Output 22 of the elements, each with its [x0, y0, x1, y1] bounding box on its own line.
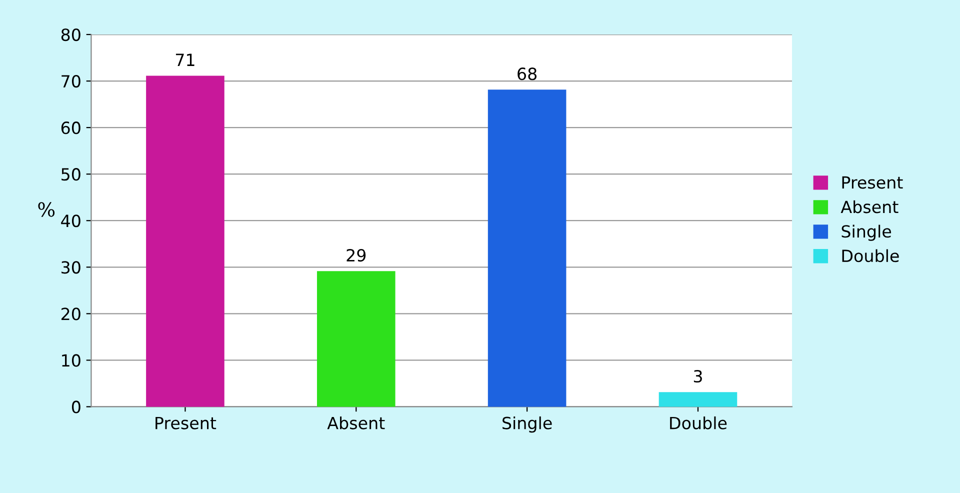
data-label: 3	[694, 370, 702, 383]
legend-label: Present	[842, 176, 903, 189]
y-tick-label: 50	[62, 168, 80, 181]
y-tick-label: 60	[61, 122, 80, 134]
y-tick-label: 10	[62, 354, 80, 367]
y-tick-label: 40	[61, 214, 80, 228]
data-label: 29	[346, 248, 366, 262]
y-tick-label: 0	[72, 400, 80, 414]
y-tick-label: 30	[62, 261, 80, 274]
x-tick-label: Absent	[327, 416, 385, 430]
data-label: 68	[518, 68, 537, 80]
legend-label: Double	[842, 249, 899, 262]
y-tick-label: 70	[62, 75, 80, 88]
y-tick-label: 80	[61, 28, 80, 42]
data-label: 71	[176, 54, 194, 66]
y-tick-label: 20	[61, 308, 80, 320]
x-tick-label: Double	[670, 416, 727, 430]
y-axis-title: %	[38, 202, 55, 217]
legend-label: Single	[842, 224, 892, 241]
x-tick-label: Single	[502, 416, 552, 433]
legend-label: Absent	[840, 200, 898, 214]
x-tick-label: Present	[156, 416, 216, 430]
